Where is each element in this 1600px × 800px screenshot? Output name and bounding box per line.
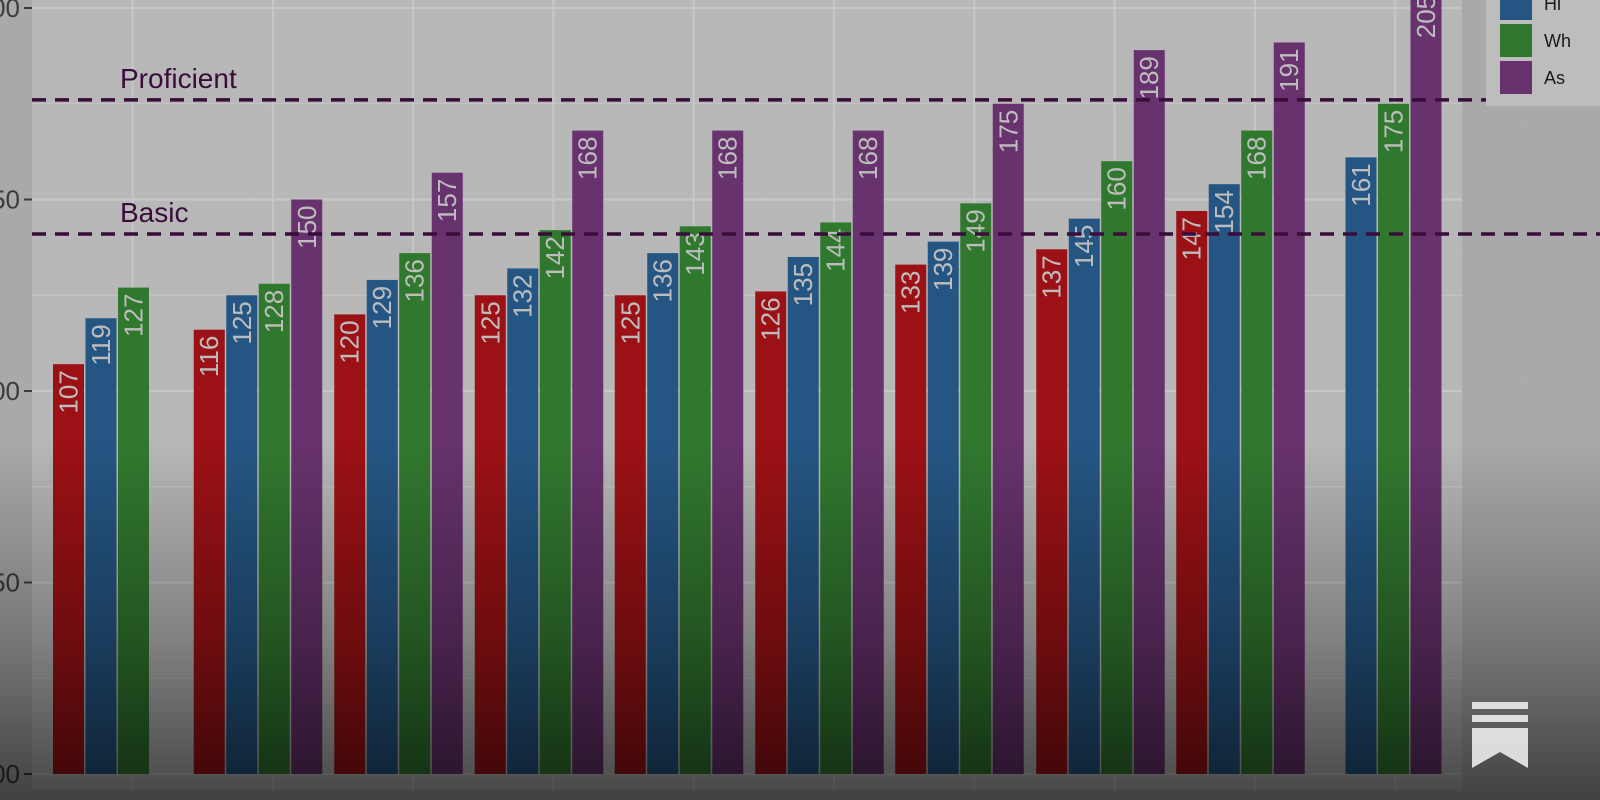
bar bbox=[927, 241, 959, 774]
reference-line-label: Proficient bbox=[120, 63, 237, 94]
bar-value-label: 168 bbox=[1242, 137, 1272, 180]
bookmark-icon[interactable] bbox=[1472, 702, 1528, 768]
y-tick-label: 50 bbox=[0, 185, 20, 215]
bar bbox=[1241, 130, 1273, 774]
bar bbox=[258, 283, 290, 774]
y-tick-label: 00 bbox=[0, 0, 20, 23]
bar-value-label: 125 bbox=[227, 301, 257, 344]
bar-value-label: 136 bbox=[648, 259, 678, 302]
bar-value-label: 125 bbox=[475, 301, 505, 344]
bar-value-label: 119 bbox=[86, 324, 116, 365]
bar-value-label: 129 bbox=[367, 286, 397, 329]
bar-value-label: 205 bbox=[1411, 0, 1441, 38]
legend-swatch bbox=[1500, 0, 1532, 20]
bar bbox=[679, 226, 711, 774]
bar-value-label: 136 bbox=[400, 259, 430, 302]
bar-value-label: 127 bbox=[119, 294, 149, 337]
bar-value-label: 149 bbox=[961, 209, 991, 252]
bar bbox=[1176, 210, 1208, 775]
bar bbox=[960, 203, 992, 774]
bar bbox=[755, 291, 787, 774]
bar bbox=[53, 364, 84, 774]
y-axis-ticks: 00 50 00 50 00 bbox=[0, 0, 32, 789]
bar bbox=[572, 130, 604, 774]
bar bbox=[1345, 157, 1377, 774]
bar bbox=[334, 314, 366, 774]
bar-value-label: 143 bbox=[680, 232, 710, 275]
bar bbox=[992, 103, 1024, 774]
bar bbox=[539, 230, 571, 774]
bar bbox=[193, 329, 225, 774]
bar bbox=[1133, 50, 1165, 774]
y-tick-label: 00 bbox=[0, 759, 20, 789]
bar bbox=[895, 264, 927, 774]
bar-value-label: 107 bbox=[54, 370, 84, 413]
bar bbox=[431, 172, 463, 774]
bar bbox=[787, 256, 819, 774]
bar bbox=[1068, 218, 1100, 774]
bar-value-label: 168 bbox=[713, 137, 743, 180]
bar-value-label: 157 bbox=[432, 179, 462, 222]
bar-value-label: 150 bbox=[292, 206, 322, 249]
bar-value-label: 128 bbox=[259, 290, 289, 333]
legend-swatch bbox=[1500, 24, 1532, 57]
bar-value-label: 142 bbox=[540, 236, 570, 279]
bar bbox=[1410, 0, 1442, 775]
bar-value-label: 154 bbox=[1209, 190, 1239, 233]
bar bbox=[712, 130, 744, 774]
bar bbox=[85, 318, 117, 774]
bar-value-label: 132 bbox=[508, 274, 538, 317]
bar bbox=[852, 130, 884, 774]
bar bbox=[1273, 42, 1305, 775]
bar-value-label: 135 bbox=[788, 263, 818, 306]
bar bbox=[1101, 161, 1133, 774]
bar-value-label: 168 bbox=[573, 137, 603, 180]
bar bbox=[291, 199, 323, 774]
bar-value-label: 175 bbox=[1379, 110, 1409, 153]
reference-line-label: Basic bbox=[120, 197, 188, 228]
legend-swatch bbox=[1500, 61, 1532, 94]
legend-label: Wh bbox=[1544, 31, 1571, 51]
bar bbox=[614, 295, 646, 774]
legend-label: As bbox=[1544, 68, 1565, 88]
bar-value-label: 191 bbox=[1274, 48, 1304, 91]
bar-value-label: 116 bbox=[194, 336, 224, 377]
bar-value-label: 175 bbox=[993, 110, 1023, 153]
bar-value-label: 161 bbox=[1346, 163, 1376, 206]
bar bbox=[507, 268, 539, 774]
y-tick-label: 50 bbox=[0, 568, 20, 598]
bar bbox=[474, 295, 506, 774]
bar-value-label: 126 bbox=[756, 297, 786, 340]
legend: Hi Wh As bbox=[1486, 0, 1600, 106]
y-tick-label: 00 bbox=[0, 376, 20, 406]
bar-value-label: 137 bbox=[1037, 255, 1067, 298]
bar-value-label: 133 bbox=[896, 271, 926, 314]
bar-value-label: 189 bbox=[1134, 56, 1164, 99]
bar bbox=[118, 287, 149, 774]
bar-value-label: 145 bbox=[1069, 225, 1099, 268]
bar bbox=[1036, 249, 1068, 775]
bar-value-label: 139 bbox=[928, 248, 958, 291]
bar bbox=[647, 253, 679, 774]
bar bbox=[1208, 184, 1240, 774]
legend-label: Hi bbox=[1544, 0, 1561, 14]
bar bbox=[820, 222, 852, 775]
bar-value-label: 147 bbox=[1177, 217, 1207, 260]
bar bbox=[366, 279, 398, 774]
bar-value-label: 160 bbox=[1102, 167, 1132, 210]
bar-value-label: 125 bbox=[615, 301, 645, 344]
bar-value-label: 168 bbox=[853, 137, 883, 180]
bar bbox=[226, 295, 258, 774]
bar bbox=[1378, 103, 1409, 774]
bar bbox=[399, 253, 431, 774]
bar-value-label: 120 bbox=[335, 320, 365, 363]
